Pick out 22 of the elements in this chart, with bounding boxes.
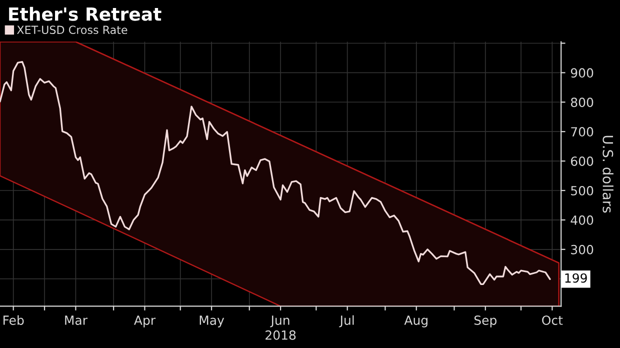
y-axis-title: U.S. dollars (602, 136, 614, 213)
chart-title: Ether's Retreat (9, 6, 162, 21)
x-tick-label: Sep (474, 315, 496, 328)
x-tick-label: Jul (339, 315, 354, 328)
x-tick-label: Feb (4, 315, 24, 325)
x-tick-label: May (200, 316, 224, 328)
x-tick-label: Jun (270, 316, 290, 328)
line-series (0, 60, 551, 285)
y-tick-label: 700 (571, 127, 594, 137)
legend-label: XET-USD Cross Rate (17, 26, 128, 34)
x-tick-label: Oct (542, 315, 563, 325)
x-tick-label: Mar (65, 316, 88, 325)
x-tick-label: Apr (134, 316, 156, 328)
x-axis-title: 2018 (266, 330, 296, 340)
y-tick-label: 400 (570, 215, 594, 225)
y-tick-label: 300 (571, 244, 594, 254)
y-tick-label: 800 (570, 98, 594, 108)
y-tick-label: 900 (570, 68, 594, 78)
x-tick-label: Aug (404, 316, 428, 328)
annotation: 199 (565, 273, 587, 283)
y-tick-label: 500 (571, 186, 594, 196)
y-tick-label: 600 (571, 156, 594, 166)
